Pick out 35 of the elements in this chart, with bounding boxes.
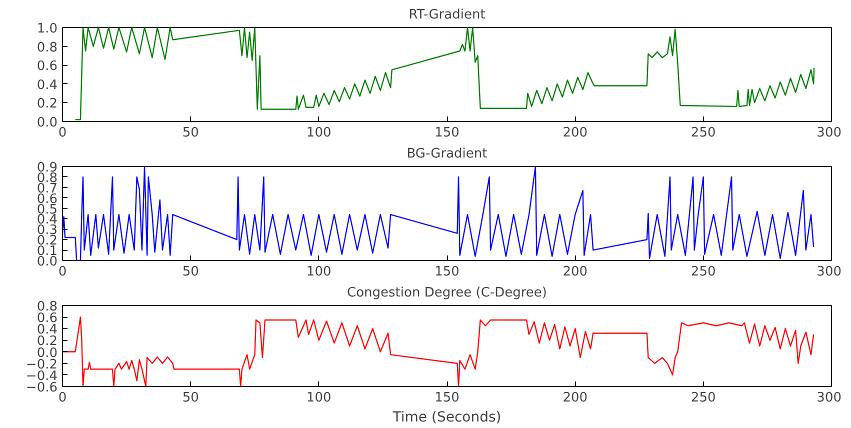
y-tick-label: −0.6 — [26, 380, 58, 396]
chart-title: BG-Gradient — [406, 146, 488, 162]
line-series — [74, 28, 815, 120]
x-tick-label: 50 — [182, 390, 199, 406]
x-tick-label: 150 — [434, 264, 460, 280]
x-tick-label: 250 — [690, 264, 716, 280]
x-tick-label: 0 — [58, 126, 67, 140]
x-tick-label: 250 — [690, 126, 716, 140]
x-tick-label: 200 — [562, 126, 588, 140]
y-tick-label: 1.0 — [36, 22, 58, 36]
chart-title: RT-Gradient — [408, 8, 486, 22]
x-tick-label: 100 — [306, 126, 332, 140]
x-tick-label: 150 — [434, 126, 460, 140]
x-tick-label: 50 — [182, 126, 199, 140]
x-tick-label: 200 — [562, 390, 588, 406]
x-tick-label: 0 — [58, 264, 67, 280]
x-tick-label: 300 — [816, 264, 842, 280]
chart-title: Congestion Degree (C-Degree) — [347, 286, 548, 300]
x-tick-label: 200 — [562, 264, 588, 280]
x-tick-label: 300 — [816, 126, 842, 140]
x-tick-label: 50 — [182, 264, 199, 280]
y-tick-label: 0.8 — [36, 40, 58, 56]
y-tick-label: 0.6 — [36, 59, 58, 74]
line-series — [62, 166, 814, 260]
x-tick-label: 100 — [306, 264, 332, 280]
y-tick-label: 0.4 — [36, 78, 58, 93]
y-tick-label: 0.0 — [36, 116, 58, 130]
x-tick-label: 150 — [434, 390, 460, 406]
x-tick-label: 250 — [690, 390, 716, 406]
x-tick-label: 0 — [58, 390, 67, 406]
y-tick-label: 0.2 — [36, 96, 58, 112]
x-tick-label: 300 — [816, 390, 842, 406]
x-tick-label: 100 — [306, 390, 332, 406]
line-series — [62, 316, 814, 386]
x-axis-title: Time (Seconds) — [392, 410, 502, 426]
